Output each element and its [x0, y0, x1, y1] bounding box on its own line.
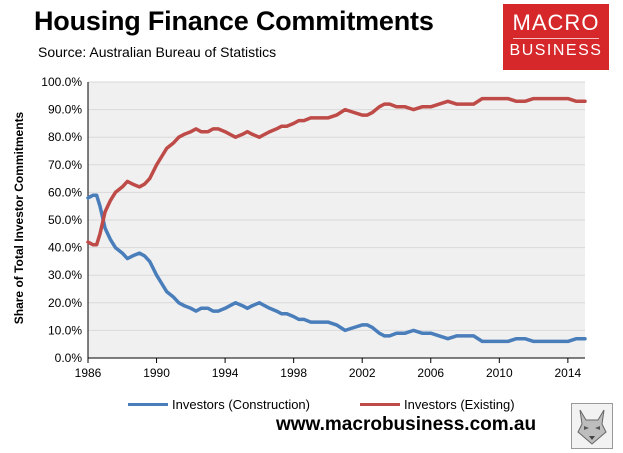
y-tick-label: 30.0% [48, 268, 82, 282]
logo-line-2: BUSINESS [509, 42, 603, 59]
x-tick-label: 1990 [143, 366, 170, 380]
y-tick-label: 80.0% [48, 130, 82, 144]
chart-source: Source: Australian Bureau of Statistics [38, 44, 277, 60]
x-tick-label: 2002 [349, 366, 376, 380]
y-tick-label: 20.0% [48, 296, 82, 310]
x-tick-label: 1994 [212, 366, 239, 380]
y-axis-label: Share of Total Investor Commitments [12, 111, 26, 325]
y-tick-label: 70.0% [48, 158, 82, 172]
y-tick-label: 90.0% [48, 103, 82, 117]
legend-swatch-existing [360, 403, 400, 406]
wolf-logo-icon [571, 403, 613, 449]
logo-line-1: MACRO [512, 10, 600, 35]
legend-label-existing: Investors (Existing) [404, 397, 515, 412]
y-tick-label: 40.0% [48, 241, 82, 255]
x-tick-label: 2014 [555, 366, 582, 380]
logo-divider [513, 38, 599, 39]
x-tick-label: 1986 [75, 366, 102, 380]
chart-title: Housing Finance Commitments [34, 6, 434, 36]
legend-item-existing: Investors (Existing) [360, 397, 515, 412]
y-tick-label: 50.0% [48, 213, 82, 227]
macro-business-logo[interactable]: MACRO BUSINESS [503, 4, 609, 70]
legend-label-construction: Investors (Construction) [172, 397, 310, 412]
grid-lines [88, 81, 585, 331]
tick-labels: 0.0% 10.0% 20.0% 30.0% 40.0% 50.0% 60.0% 70.0% 8… [41, 75, 581, 380]
series-lines [86, 96, 587, 344]
x-tick-label: 2010 [486, 366, 513, 380]
y-tick-label: 100.0% [41, 75, 82, 89]
x-tick-label: 2006 [417, 366, 444, 380]
y-tick-label: 10.0% [48, 323, 82, 337]
axes [87, 82, 585, 363]
y-tick-label: 0.0% [55, 351, 83, 365]
legend-swatch-construction [128, 403, 168, 406]
x-tick-label: 1998 [280, 366, 307, 380]
website-url[interactable]: www.macrobusiness.com.au [276, 414, 537, 435]
legend-item-construction: Investors (Construction) [128, 397, 310, 412]
y-tick-label: 60.0% [48, 185, 82, 199]
